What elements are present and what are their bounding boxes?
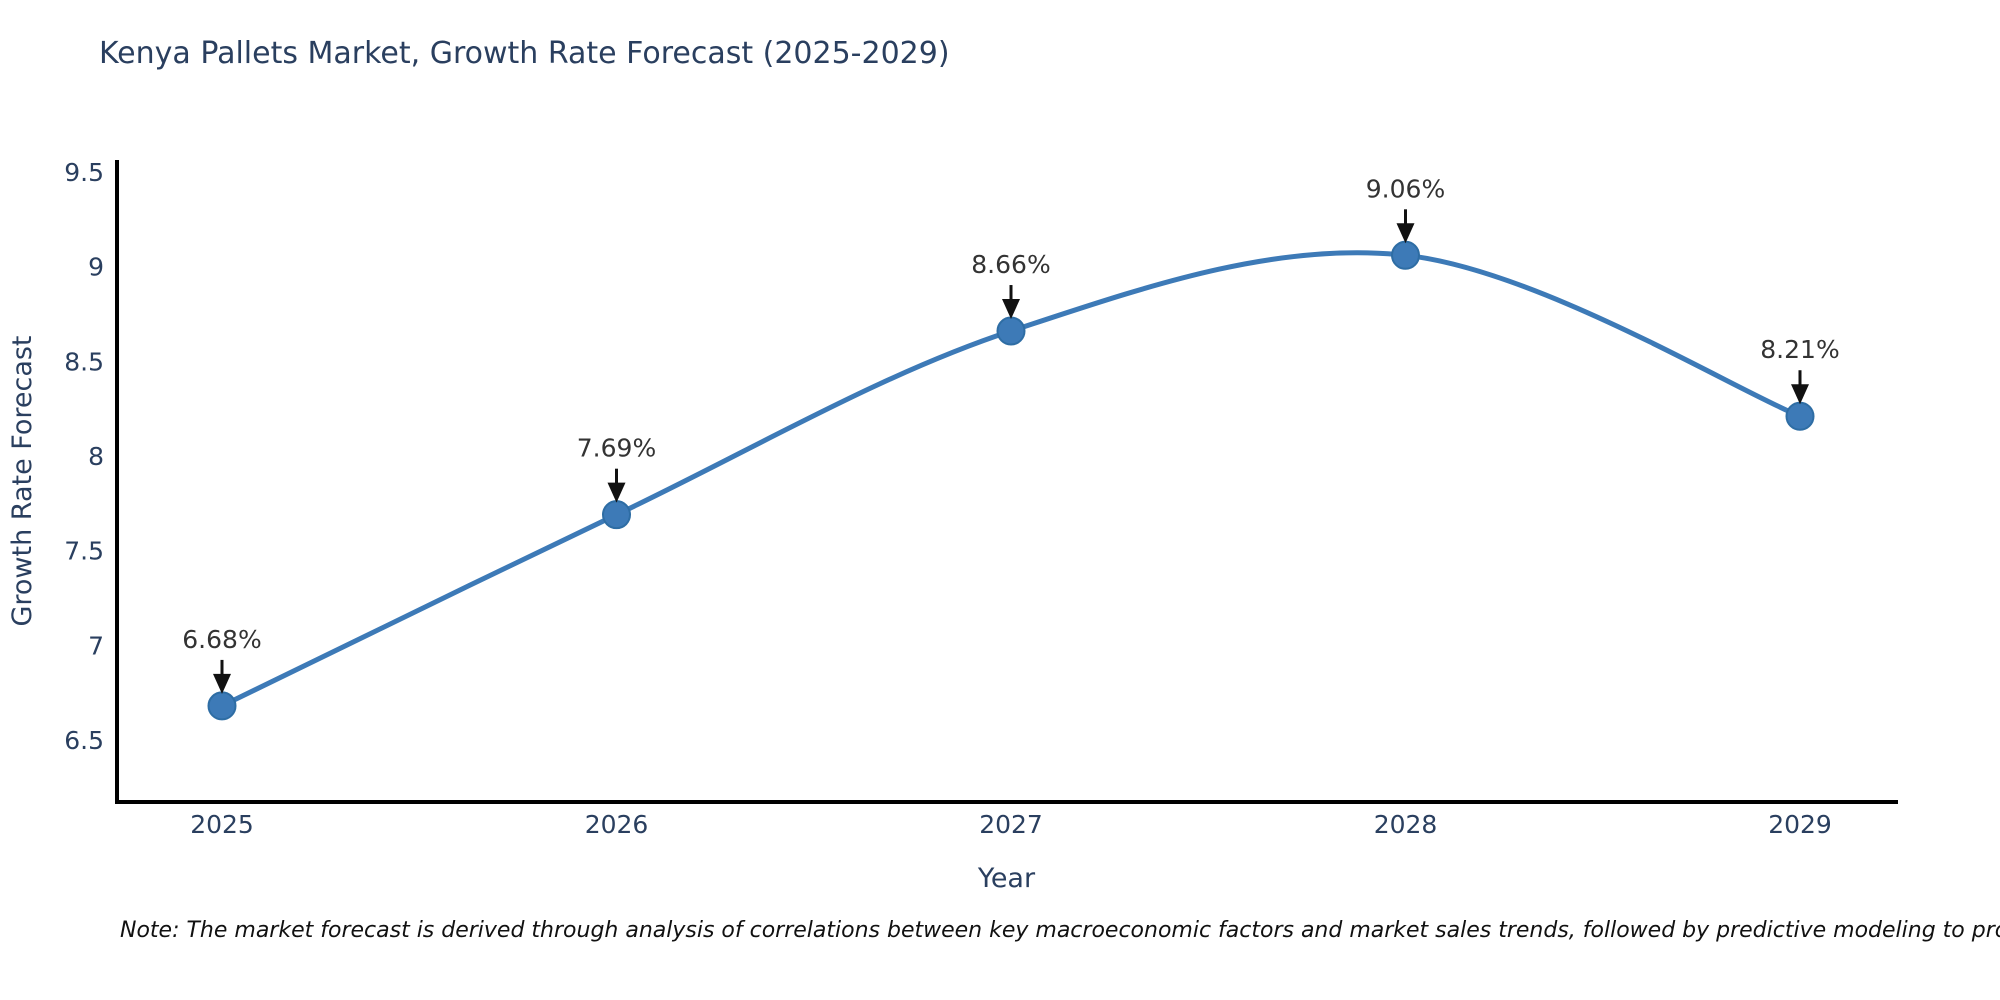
y-tick-label: 8.5 bbox=[64, 347, 104, 376]
annotation-arrowhead-icon bbox=[1791, 384, 1809, 405]
x-axis-title: Year bbox=[977, 863, 1036, 894]
x-tick-label: 2027 bbox=[979, 810, 1043, 839]
y-tick-label: 6.5 bbox=[64, 726, 104, 755]
y-tick-label: 9.5 bbox=[64, 158, 104, 187]
footnote: Note: The market forecast is derived thr… bbox=[120, 918, 2000, 943]
annotation-arrowhead-icon bbox=[1396, 223, 1415, 244]
x-tick-label: 2028 bbox=[1374, 810, 1438, 839]
y-tick-label: 7 bbox=[88, 631, 104, 660]
chart-title: Kenya Pallets Market, Growth Rate Foreca… bbox=[99, 36, 950, 71]
data-point-label: 9.06% bbox=[1366, 174, 1445, 203]
annotation-arrowhead-icon bbox=[607, 482, 626, 503]
data-point-label: 7.69% bbox=[577, 434, 656, 463]
data-point-marker bbox=[1785, 401, 1815, 431]
x-tick-label: 2025 bbox=[190, 810, 254, 839]
data-point-marker bbox=[602, 500, 631, 530]
data-point-label: 6.68% bbox=[182, 625, 261, 654]
x-tick-label: 2026 bbox=[585, 810, 649, 839]
y-tick-label: 8 bbox=[88, 442, 104, 471]
data-point-label: 8.21% bbox=[1760, 335, 1839, 364]
data-point-label: 8.66% bbox=[971, 250, 1050, 279]
y-tick-label: 7.5 bbox=[64, 537, 104, 566]
data-point-marker bbox=[996, 316, 1026, 346]
data-point-marker bbox=[1391, 240, 1420, 270]
annotation-arrowhead-icon bbox=[213, 673, 231, 694]
data-point-marker bbox=[207, 691, 237, 721]
x-tick-label: 2029 bbox=[1768, 810, 1832, 839]
annotation-arrowhead-icon bbox=[1002, 299, 1020, 320]
y-tick-label: 9 bbox=[88, 253, 104, 282]
y-axis-title: Growth Rate Forecast bbox=[7, 335, 38, 626]
